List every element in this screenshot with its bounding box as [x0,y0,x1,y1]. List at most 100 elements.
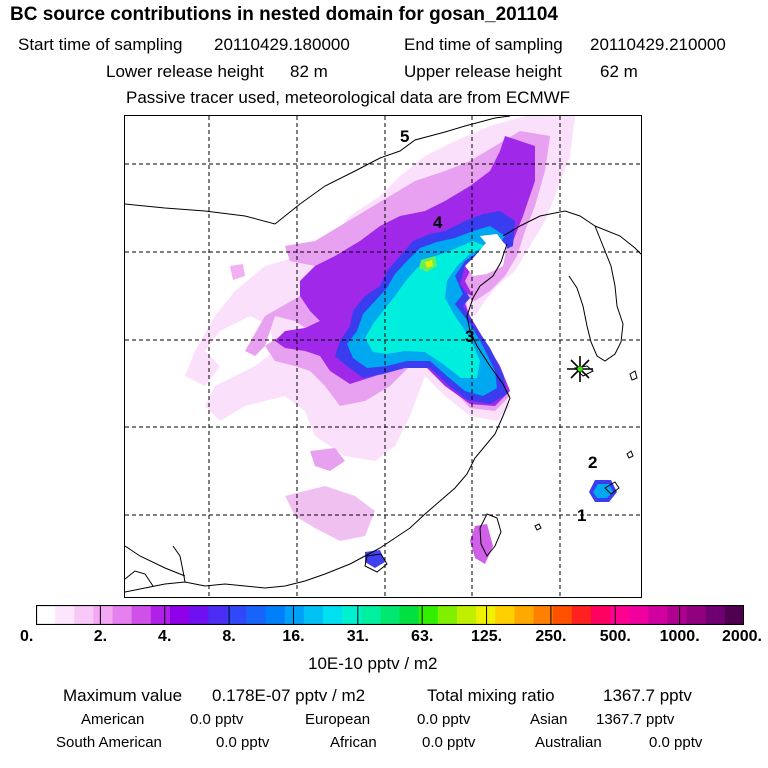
colorbar-swatch [629,605,649,625]
colorbar-tick-label: 4. [158,628,172,645]
colorbar-swatch [667,605,688,625]
region-label-1: 1 [577,506,586,525]
bohai-sea-gap [465,236,507,276]
colorbar-tick-label: 0. [20,628,34,645]
region-label-4: 4 [433,213,443,232]
colorbar-swatch [93,605,114,625]
total-mixing-value: 1367.7 pptv [603,686,692,705]
colorbar [36,605,744,625]
colorbar-swatch [55,605,75,625]
colorbar-dividers [99,605,681,625]
colorbar-swatch [303,605,324,625]
colorbar-swatch [610,605,630,625]
colorbar-swatch [514,605,535,625]
source-asian-name: Asian [530,711,568,728]
plume-patch-west [230,264,245,280]
colorbar-swatch [495,605,515,625]
upper-height-label: Upper release height [404,62,562,81]
korea-peninsula [568,225,624,362]
lower-height-value: 82 m [290,62,328,81]
source-european-name: European [305,711,371,728]
lower-height-label: Lower release height [106,62,264,81]
colorbar-swatch [380,605,401,625]
source-contribution-map: 1 2 3 4 5 [124,115,642,598]
colorbar-swatch [36,605,56,625]
colorbar-segments [36,605,744,625]
source-european-value: 0.0 pptv [417,711,471,728]
tracer-note: Passive tracer used, meteorological data… [126,88,571,107]
colorbar-swatch [227,605,248,625]
star-center [577,366,583,372]
end-time-label: End time of sampling [404,35,563,54]
colorbar-swatch [150,605,171,625]
colorbar-swatch [456,605,477,625]
source-african-value: 0.0 pptv [422,734,476,751]
ryukyu-island-d [534,523,542,531]
taiwan [479,513,502,557]
max-value: 0.178E-07 pptv / m2 [212,686,366,705]
source-american-name: American [81,711,145,728]
colorbar-swatch [590,605,611,625]
map-svg: 1 2 3 4 5 [125,116,641,597]
colorbar-swatch [265,605,286,625]
korea-border [502,210,596,237]
yellow-sea-gap [480,234,503,248]
colorbar-swatch [361,605,382,625]
northern-border [125,116,511,225]
upper-height-value: 62 m [600,62,638,81]
source-african-name: African [330,734,377,751]
colorbar-tick-label: 63. [411,628,434,645]
ryukyu-island-a [604,481,620,495]
colorbar-swatch [284,605,305,625]
colorbar-tick-label: 2000. [721,628,762,645]
colorbar-swatch [648,605,669,625]
plume-patch-south [310,448,345,471]
total-mixing-label: Total mixing ratio [427,686,555,705]
colorbar-swatch [686,605,707,625]
colorbar-swatch [552,605,573,625]
colorbar-swatch [399,605,420,625]
region-label-2: 2 [588,453,597,472]
colorbar-swatch [112,605,133,625]
colorbar-tick-label: 8. [222,628,236,645]
colorbar-swatch [476,605,496,625]
colorbar-tick-label: 16. [282,628,305,645]
colorbar-tick-label: 2. [93,628,108,645]
max-value-label: Maximum value [63,686,183,705]
start-time-label: Start time of sampling [18,35,183,54]
ryukyu-island-b [626,450,634,459]
colorbar-tick-label: 31. [346,628,369,645]
source-australian-name: Australian [535,734,602,751]
plume-level-7 [425,260,433,268]
source-asian-value: 1367.7 pptv [596,711,675,728]
ryukyu-island-c [629,370,638,381]
receptor-star-icon [567,356,593,382]
colorbar-swatch [342,605,362,625]
chart-title: BC source contributions in nested domain… [10,4,558,25]
source-american-value: 0.0 pptv [190,711,244,728]
colorbar-tick-label: 1000. [659,628,700,645]
colorbar-swatch [246,605,267,625]
colorbar-tick-label: 500. [599,628,631,645]
inland-border [125,570,154,587]
source-south-american-name: South American [56,734,162,751]
colorbar-swatch [131,605,152,625]
colorbar-tick-label: 250. [535,628,567,645]
colorbar-frame [36,605,744,625]
start-time-value: 20110429.180000 [214,35,350,54]
region-label-5: 5 [400,127,409,146]
colorbar-swatch [418,605,439,625]
source-australian-value: 0.0 pptv [649,734,703,751]
colorbar-swatch [323,605,343,625]
plume-patch-ring-2-inner [593,484,613,498]
colorbar-swatch [705,605,726,625]
region-label-3: 3 [465,327,474,346]
colorbar-swatch [189,605,209,625]
colorbar-swatch [74,605,95,625]
source-south-american-value: 0.0 pptv [216,734,270,751]
coastlines [125,116,641,593]
colorbar-units: 10E-10 pptv / m2 [308,654,438,673]
hainan [364,553,388,573]
colorbar-tick-label: 125. [470,628,503,645]
plume-level-5 [365,241,485,378]
